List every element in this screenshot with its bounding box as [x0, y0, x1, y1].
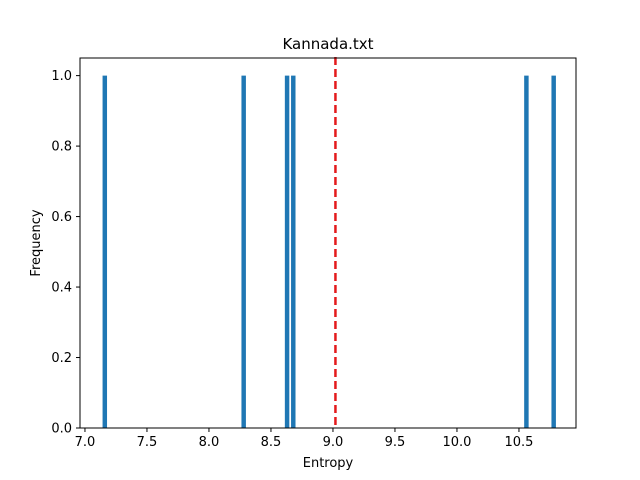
- histogram-bar-3: [291, 75, 296, 428]
- bars-group: [102, 75, 556, 428]
- x-tick-label-2: 8.0: [199, 435, 220, 450]
- y-tick-label-4: 0.8: [51, 140, 72, 155]
- histogram-bar-4: [524, 75, 529, 428]
- y-axis-ticks: 0.0 0.2 0.4 0.6 0.8 1.0: [51, 69, 80, 437]
- y-tick-label-0: 0.0: [51, 422, 72, 437]
- y-axis-label: Frequency: [29, 209, 44, 276]
- x-tick-label-4: 9.0: [323, 435, 344, 450]
- plot-frame: [79, 57, 577, 429]
- x-axis-label: Entropy: [303, 456, 354, 471]
- histogram-bar-2: [284, 75, 290, 428]
- histogram-bar-5: [551, 75, 556, 428]
- y-tick-label-1: 0.2: [51, 351, 72, 366]
- x-tick-label-3: 8.5: [261, 435, 282, 450]
- x-axis-ticks: 7.0 7.5 8.0 8.5 9.0 9.5 10.0 10.5: [75, 428, 533, 450]
- y-tick-label-2: 0.4: [51, 281, 72, 296]
- x-tick-label-6: 10.0: [442, 435, 471, 450]
- y-tick-label-3: 0.6: [51, 210, 72, 225]
- x-tick-label-7: 10.5: [504, 435, 533, 450]
- x-tick-label-0: 7.0: [75, 435, 96, 450]
- x-tick-label-5: 9.5: [385, 435, 406, 450]
- histogram-bar-0: [102, 75, 108, 428]
- y-tick-label-5: 1.0: [51, 69, 72, 84]
- x-tick-label-1: 7.5: [137, 435, 158, 450]
- chart-title: Kannada.txt: [282, 35, 373, 53]
- histogram-bar-1: [241, 75, 246, 428]
